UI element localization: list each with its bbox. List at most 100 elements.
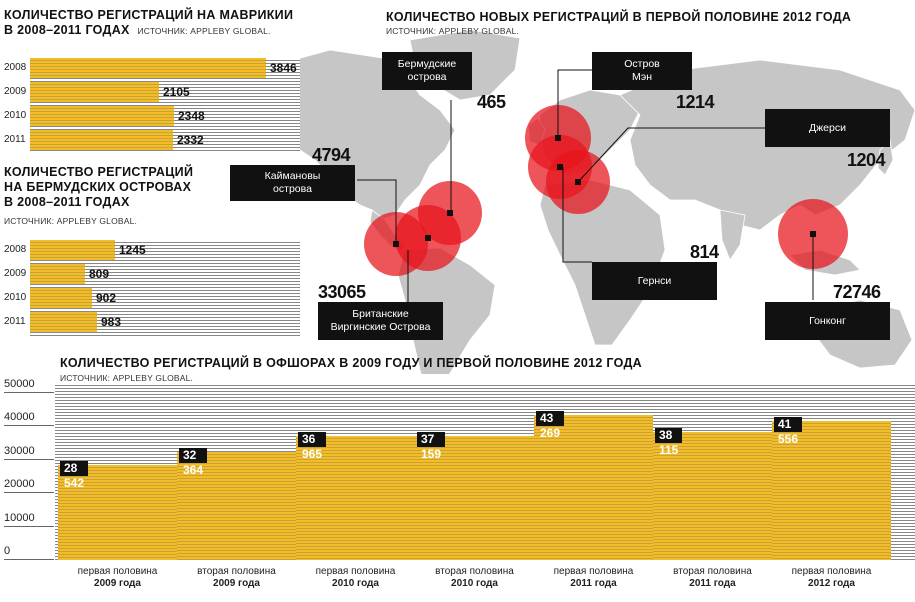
offshore-x-label: первая половина 2012 года [772, 566, 891, 590]
bermuda-title: Количество регистраций на Бермудских ост… [4, 165, 254, 210]
bermuda-bar [30, 312, 97, 332]
offshore-value-label: 36 965 [298, 432, 327, 461]
offshore-y-tick-line [4, 492, 54, 494]
offshore-bar [534, 415, 653, 560]
offshore-x-label-year: 2010 года [332, 578, 379, 589]
value-jersey: 1204 [847, 150, 886, 170]
bermuda-year-label: 2011 [4, 316, 26, 327]
label-jersey: Джерси [765, 109, 890, 147]
mauritius-year-label: 2011 [4, 134, 26, 145]
label-bermuda: Бермудские острова [382, 52, 472, 90]
offshore-y-tick: 40000 [4, 411, 35, 424]
offshore-x-label: первая половина 2010 года [296, 566, 415, 590]
mauritius-bar [30, 130, 173, 150]
label-hongkong: Гонконг [765, 302, 890, 340]
offshore-x-label-period: вторая половина [435, 566, 514, 577]
offshore-x-label: вторая половина 2011 года [653, 566, 772, 590]
offshore-bar [772, 420, 891, 560]
offshore-value-label: 41 556 [774, 416, 803, 446]
value-guernsey: 814 [690, 242, 719, 262]
mauritius-title: Количество регистраций на Маврикии в 200… [4, 8, 294, 39]
offshore-y-tick: 0 [4, 545, 11, 557]
bermuda-bar [30, 264, 85, 284]
value-bermuda: 465 [477, 92, 506, 112]
label-jersey-line1: Джерси [809, 121, 846, 134]
offshore-x-label: вторая половина 2009 года [177, 566, 296, 590]
offshore-x-label-year: 2011 года [570, 578, 617, 589]
offshore-value-label: 38 115 [655, 428, 683, 457]
label-iom-line2: Мэн [631, 71, 653, 83]
map-source: ИСТОЧНИК: APPLEBY GLOBAL. [386, 26, 520, 36]
mauritius-value-label: 3846 [270, 61, 297, 75]
label-cayman-line1: Каймановы [264, 170, 321, 182]
offshore-bar [415, 435, 534, 560]
offshore-y-tick-line [4, 559, 54, 560]
offshore-bar [177, 451, 296, 560]
offshore-value-label: 32 364 [179, 447, 208, 477]
label-bvi-line1: Британские [352, 308, 409, 320]
label-iom-line1: Остров [624, 58, 660, 70]
offshore-x-label: первая половина 2009 года [58, 566, 177, 590]
label-bermuda-line2: острова [407, 71, 447, 83]
offshore-title: Количество регистраций в офшорах в 2009 … [60, 356, 642, 370]
mauritius-bar [30, 82, 159, 102]
mauritius-year-label: 2008 [4, 62, 27, 73]
offshore-bar [653, 432, 772, 560]
label-iom: Остров Мэн [592, 52, 692, 90]
offshore-x-label-year: 2012 года [808, 578, 855, 589]
offshore-x-label-period: первая половина [553, 566, 634, 577]
offshore-x-label: первая половина 2011 года [534, 566, 653, 590]
offshore-x-label-period: первая половина [315, 566, 396, 577]
bermuda-value-label: 983 [101, 315, 122, 329]
offshore-y-tick: 20000 [4, 478, 35, 491]
offshore-bar [296, 436, 415, 560]
offshore-y-tick-line [4, 525, 54, 527]
label-bvi: Британские Виргинские Острова [318, 302, 443, 340]
label-cayman-line2: острова [273, 183, 312, 195]
offshore-value-label: 37 159 [417, 431, 446, 461]
offshore-source: ИСТОЧНИК: APPLEBY GLOBAL. [60, 373, 194, 383]
value-iom: 1214 [676, 92, 715, 112]
mauritius-bar [30, 106, 174, 126]
mauritius-title-line2: в 2008–2011 годах [4, 23, 130, 37]
bermuda-bar [30, 288, 92, 308]
offshore-y-tick-line [4, 391, 54, 393]
offshore-x-label-year: 2010 года [451, 578, 498, 589]
bermuda-year-label: 2008 [4, 244, 27, 255]
offshore-x-label: вторая половина 2010 года [415, 566, 534, 590]
offshore-bar [58, 464, 177, 560]
bermuda-value-label: 1245 [119, 243, 146, 257]
offshore-y-tick-line [4, 458, 54, 460]
mauritius-value-label: 2105 [163, 85, 190, 99]
offshore-y-tick: 30000 [4, 444, 35, 457]
offshore-x-label-year: 2011 года [689, 578, 736, 589]
label-guernsey-line1: Гернси [637, 274, 672, 287]
bermuda-bar [30, 240, 115, 260]
label-bermuda-line1: Бермудские [397, 58, 457, 70]
offshore-value-label: 28 542 [60, 460, 89, 490]
offshore-x-label-year: 2009 года [94, 578, 141, 589]
offshore-y-tick: 10000 [4, 511, 35, 524]
offshore-y-tick-line [4, 425, 54, 427]
bermuda-value-label: 809 [89, 267, 110, 281]
bermuda-title-line2: на Бермудских островах [4, 180, 192, 194]
label-hongkong-line1: Гонконг [809, 314, 846, 327]
offshore-x-label-period: вторая половина [197, 566, 276, 577]
label-guernsey: Гернси [592, 262, 717, 300]
mauritius-title-line1: Количество регистраций на Маврикии [4, 8, 294, 22]
map-title: Количество новых регистраций в первой по… [386, 10, 852, 24]
bermuda-year-label: 2009 [4, 268, 27, 279]
value-cayman: 4794 [312, 145, 351, 165]
bermuda-title-line3: в 2008–2011 годах [4, 195, 130, 209]
mauritius-source: ИСТОЧНИК: APPLEBY GLOBAL. [137, 26, 271, 36]
value-hongkong: 72746 [833, 282, 881, 302]
offshore-y-tick: 50000 [4, 377, 35, 390]
mauritius-bar [30, 58, 266, 78]
offshore-x-label-period: первая половина [77, 566, 158, 577]
mauritius-value-label: 2332 [177, 133, 204, 147]
mauritius-value-label: 2348 [178, 109, 205, 123]
label-bvi-line2: Виргинские Острова [330, 321, 431, 333]
bermuda-source: ИСТОЧНИК: APPLEBY GLOBAL. [4, 216, 138, 226]
bermuda-value-label: 902 [96, 291, 117, 305]
